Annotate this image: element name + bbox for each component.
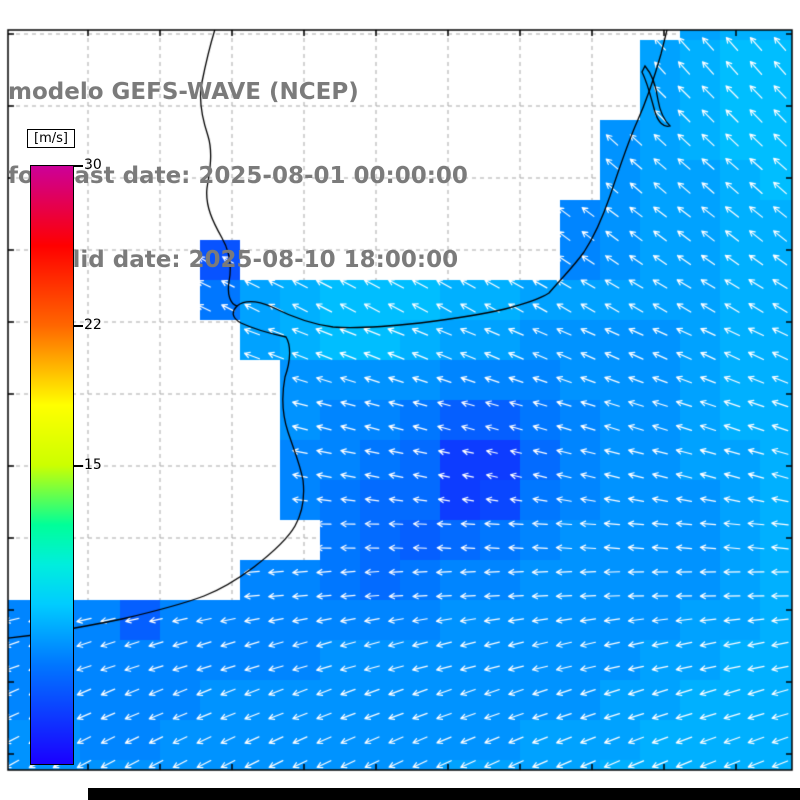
colorbar-tick-label: 15 (84, 457, 102, 473)
colorbar-tickmark (74, 325, 83, 327)
bottom-bar (88, 788, 800, 800)
colorbar (30, 165, 74, 765)
colorbar-tick-label: 22 (84, 317, 102, 333)
valid-date: valid date: 2025-08-10 18:00:00 (42, 247, 459, 273)
colorbar-tickmark (74, 165, 83, 167)
model-title: modelo GEFS-WAVE (NCEP) (8, 79, 359, 105)
colorbar-tickmark (74, 465, 83, 467)
colorbar-unit-label: [m/s] (27, 129, 75, 148)
header-titles: modelo GEFS-WAVE (NCEP) forecast date: 2… (8, 22, 468, 330)
colorbar-tick-label: 30 (84, 157, 102, 173)
